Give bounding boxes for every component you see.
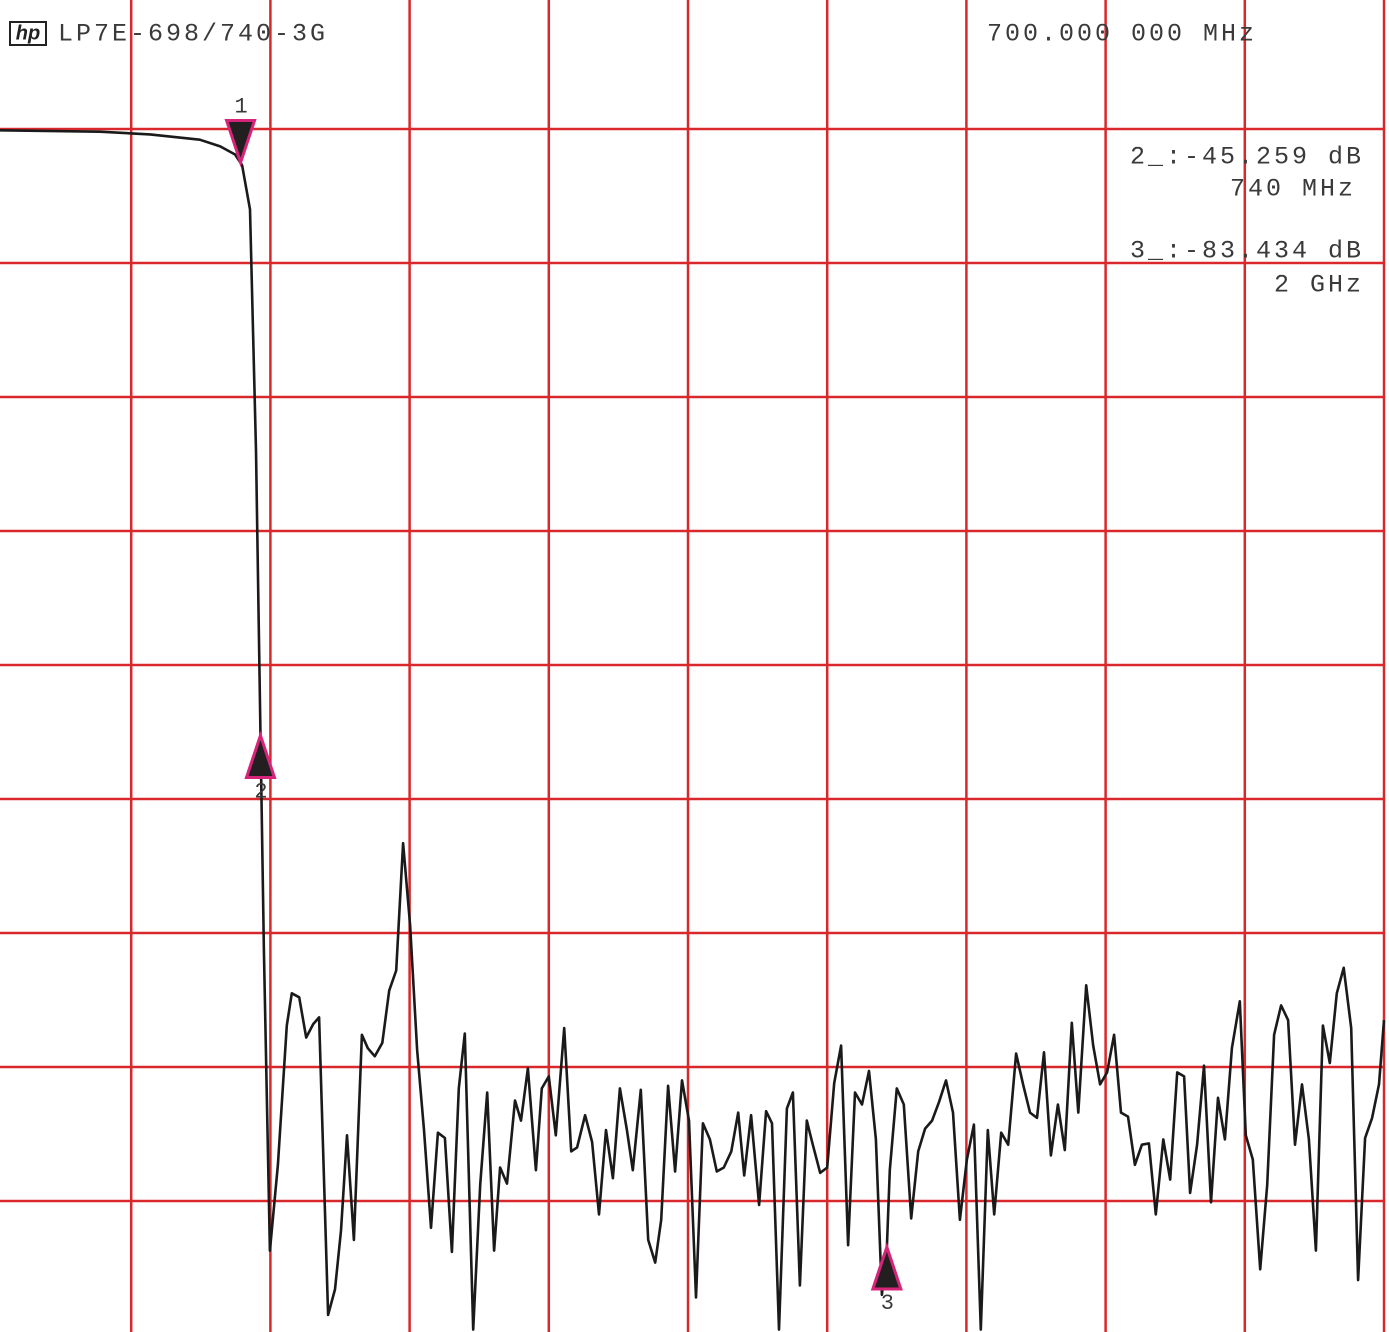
chart-title: LP7E-698/740-3G	[58, 20, 328, 49]
marker	[244, 730, 277, 779]
marker-readout: 740 MHz	[1230, 175, 1356, 204]
logo-box	[9, 21, 47, 46]
marker-label: 3	[881, 1291, 897, 1316]
logo: hp	[16, 22, 40, 44]
marker	[870, 1242, 903, 1291]
trace	[0, 129, 1386, 1331]
marker-label: 2	[254, 779, 270, 804]
marker	[224, 119, 257, 168]
marker-readout: 2_:-45.259 dB	[1130, 143, 1364, 172]
marker-readout: 2 GHz	[1274, 271, 1364, 300]
marker-label: 1	[234, 94, 250, 119]
marker-frequency: 700.000 000 MHz	[987, 20, 1257, 49]
marker-readout: 3_:-83.434 dB	[1130, 237, 1364, 266]
